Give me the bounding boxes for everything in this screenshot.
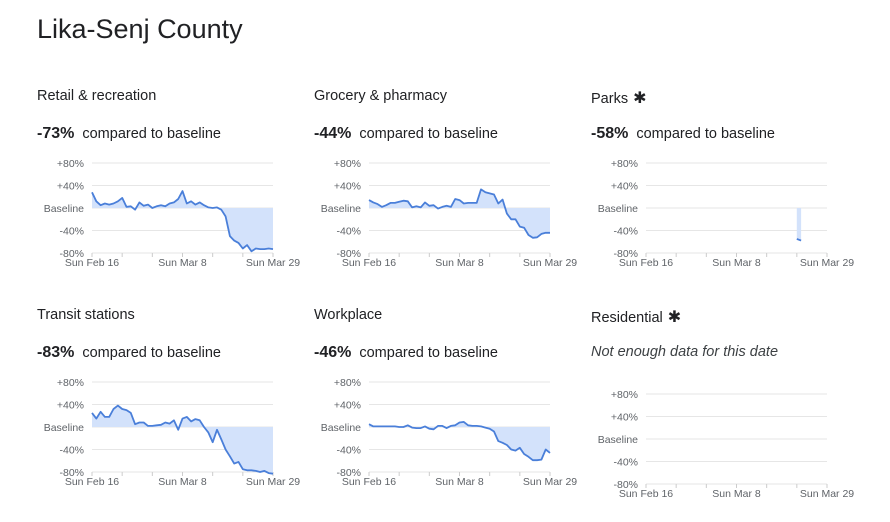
baseline-fill-area: [369, 422, 550, 460]
x-tick-label: Sun Mar 29: [246, 257, 300, 269]
x-tick-label: Sun Mar 29: [523, 257, 577, 269]
x-tick-label: Sun Feb 16: [619, 257, 673, 269]
y-tick-label: +40%: [611, 412, 638, 424]
y-tick-label: +40%: [334, 400, 361, 412]
chart-title: Grocery & pharmacy: [314, 88, 447, 104]
asterisk-icon: ✱: [668, 309, 681, 326]
chart-title-text: Parks: [591, 91, 628, 107]
page-title: Lika-Senj County: [37, 14, 243, 45]
chart-title: Retail & recreation: [37, 88, 156, 104]
y-tick-label: +40%: [57, 181, 84, 193]
no-data-note: Not enough data for this date: [591, 344, 778, 360]
y-tick-label: Baseline: [44, 203, 84, 215]
y-tick-label: +40%: [334, 181, 361, 193]
x-tick-label: Sun Feb 16: [342, 476, 396, 488]
y-tick-label: Baseline: [321, 422, 361, 434]
change-summary: -73% compared to baseline: [37, 125, 221, 143]
change-value: -73%: [37, 125, 74, 142]
chart-panel-transit-stations: Transit stations -83% compared to baseline…: [37, 307, 313, 522]
x-tick-label: Sun Mar 8: [158, 476, 207, 488]
x-tick-label: Sun Mar 29: [523, 476, 577, 488]
baseline-fill-area: [92, 406, 273, 474]
chart-title-text: Residential: [591, 310, 663, 326]
y-tick-label: -40%: [613, 457, 638, 469]
change-summary: -44% compared to baseline: [314, 125, 498, 143]
x-tick-label: Sun Mar 29: [800, 488, 854, 500]
y-tick-label: +80%: [57, 377, 84, 389]
chart-panel-grocery-pharmacy: Grocery & pharmacy -44% compared to baseli…: [314, 88, 590, 303]
chart-panel-parks: Parks ✱ -58% compared to baseline +80% +40% Ba…: [591, 88, 867, 303]
chart-title-text: Grocery & pharmacy: [314, 88, 447, 104]
chart-title-text: Workplace: [314, 307, 382, 323]
y-tick-label: -40%: [336, 226, 361, 238]
change-text: compared to baseline: [359, 126, 498, 142]
y-tick-label: +80%: [611, 158, 638, 170]
change-text: compared to baseline: [82, 345, 221, 361]
chart-title: Workplace: [314, 307, 382, 323]
x-tick-label: Sun Feb 16: [65, 257, 119, 269]
change-summary: -58% compared to baseline: [591, 125, 775, 143]
chart-title: Parks ✱: [591, 88, 646, 108]
x-tick-label: Sun Mar 8: [712, 257, 761, 269]
change-text: compared to baseline: [359, 345, 498, 361]
baseline-fill-area: [797, 208, 801, 241]
y-tick-label: -40%: [59, 445, 84, 457]
asterisk-icon: ✱: [633, 90, 646, 107]
y-tick-label: Baseline: [598, 434, 638, 446]
change-summary: -46% compared to baseline: [314, 344, 498, 362]
change-value: -83%: [37, 344, 74, 361]
x-tick-label: Sun Feb 16: [619, 488, 673, 500]
chart-title: Transit stations: [37, 307, 135, 323]
x-tick-label: Sun Mar 8: [712, 488, 761, 500]
y-tick-label: +80%: [611, 389, 638, 401]
y-tick-label: +40%: [611, 181, 638, 193]
x-tick-label: Sun Mar 29: [800, 257, 854, 269]
y-tick-label: Baseline: [44, 422, 84, 434]
x-tick-label: Sun Mar 8: [158, 257, 207, 269]
change-value: -46%: [314, 344, 351, 361]
change-summary: -83% compared to baseline: [37, 344, 221, 362]
chart-title-text: Retail & recreation: [37, 88, 156, 104]
y-tick-label: +40%: [57, 400, 84, 412]
y-tick-label: -40%: [613, 226, 638, 238]
x-tick-label: Sun Mar 29: [246, 476, 300, 488]
y-tick-label: -40%: [336, 445, 361, 457]
change-value: -58%: [591, 125, 628, 142]
y-tick-label: +80%: [334, 158, 361, 170]
y-tick-label: -40%: [59, 226, 84, 238]
x-tick-label: Sun Feb 16: [342, 257, 396, 269]
chart-panel-workplace: Workplace -46% compared to baseline +80% +40…: [314, 307, 590, 522]
chart-title: Residential ✱: [591, 307, 681, 327]
y-tick-label: +80%: [57, 158, 84, 170]
chart-title-text: Transit stations: [37, 307, 135, 323]
chart-panel-retail-recreation: Retail & recreation -73% compared to basel…: [37, 88, 313, 303]
x-tick-label: Sun Feb 16: [65, 476, 119, 488]
y-tick-label: Baseline: [598, 203, 638, 215]
chart-panel-residential: Residential ✱ Not enough data for this dat…: [591, 307, 867, 522]
y-tick-label: Baseline: [321, 203, 361, 215]
change-value: -44%: [314, 125, 351, 142]
change-text: compared to baseline: [82, 126, 221, 142]
x-tick-label: Sun Mar 8: [435, 257, 484, 269]
change-text: compared to baseline: [636, 126, 775, 142]
x-tick-label: Sun Mar 8: [435, 476, 484, 488]
y-tick-label: +80%: [334, 377, 361, 389]
